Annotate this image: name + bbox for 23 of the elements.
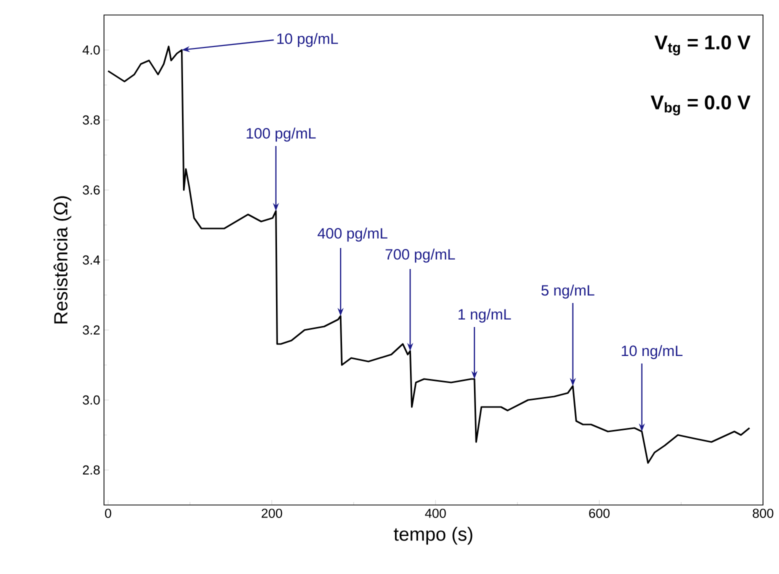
annotation: 1 ng/mL <box>458 308 511 323</box>
annotation: 400 pg/mL <box>318 228 388 242</box>
y-tick-label: 3.0 <box>82 395 100 405</box>
y-tick-label: 4.0 <box>82 45 100 55</box>
y-tick-label: 3.2 <box>82 325 100 335</box>
annotation: 10 pg/mL <box>277 33 338 47</box>
x-axis-title: tempo (s) <box>394 526 472 545</box>
y-tick-label: 2.8 <box>82 465 100 475</box>
annotation: 700 pg/mL <box>386 248 455 263</box>
x-tick-label: 600 <box>589 508 610 518</box>
annotation: V$_{tg}$ = 1.0 V <box>654 35 750 56</box>
x-tick-label: 0 <box>104 508 112 518</box>
annotation: 10 ng/mL <box>622 345 682 360</box>
y-tick-label: 3.4 <box>82 255 100 265</box>
y-tick-label: 3.6 <box>82 185 100 195</box>
x-tick-label: 400 <box>425 508 446 518</box>
annotation: 5 ng/mL <box>541 284 594 299</box>
annotation: 100 pg/mL <box>246 128 316 142</box>
x-tick-label: 800 <box>752 508 774 518</box>
y-axis-title: Resistência (Ω) <box>54 196 72 324</box>
y-tick-label: 3.8 <box>82 115 100 125</box>
x-tick-label: 200 <box>262 508 282 518</box>
annotation: V$_{bg}$ = 0.0 V <box>650 95 750 116</box>
